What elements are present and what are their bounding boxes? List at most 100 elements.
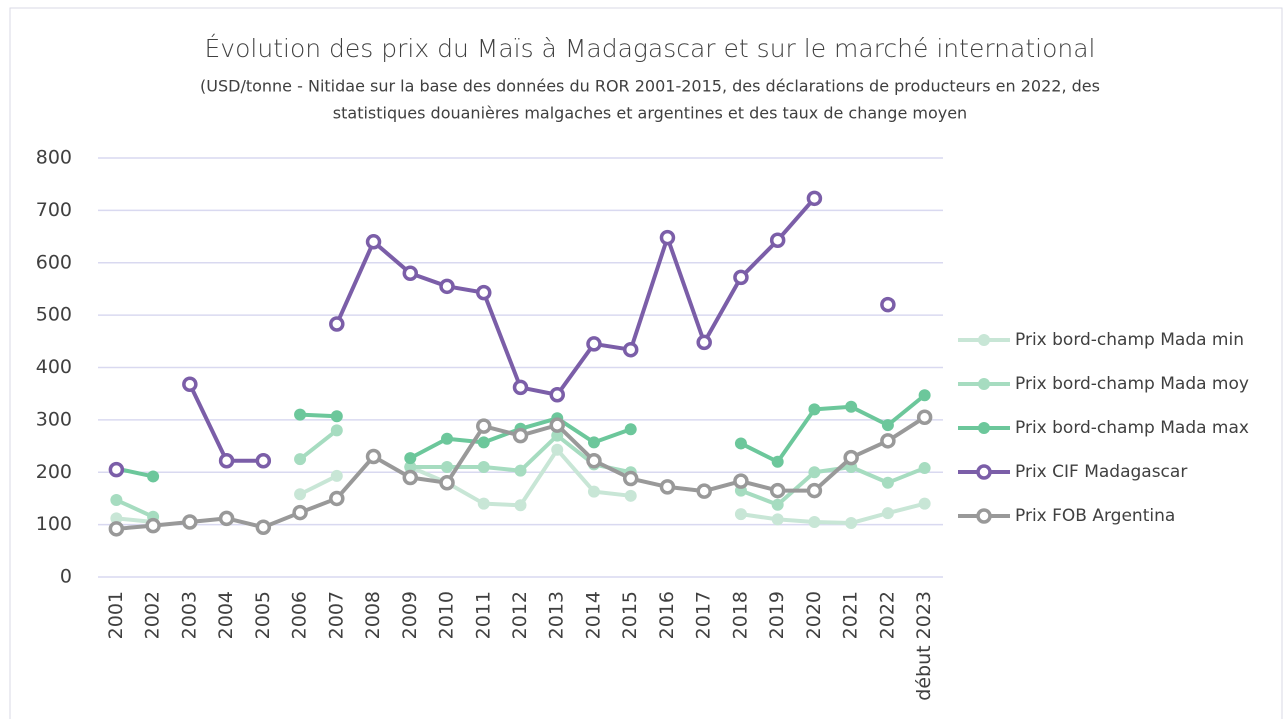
point (551, 429, 564, 442)
point (659, 229, 676, 246)
point (145, 517, 161, 534)
series-line (188, 383, 264, 463)
point (476, 418, 492, 434)
point (918, 389, 931, 402)
point (182, 514, 198, 530)
x-tick-label: 2008 (362, 591, 384, 639)
legend-marker (976, 508, 992, 524)
point (441, 432, 454, 445)
x-tick-label: 2016 (656, 591, 678, 639)
x-tick-label: 2017 (693, 591, 715, 639)
legend-label: Prix FOB Argentina (1015, 506, 1175, 526)
point (441, 461, 454, 474)
point (147, 470, 160, 483)
x-tick-label: 2002 (142, 591, 164, 639)
y-tick-label: 200 (36, 461, 72, 483)
x-tick-label: 2013 (546, 591, 568, 639)
y-tick-label: 400 (36, 356, 72, 378)
point (512, 379, 529, 396)
point (108, 461, 125, 478)
point (769, 482, 786, 499)
point (182, 376, 198, 393)
chart-subtitle: statistiques douanières malgaches et arg… (333, 104, 967, 123)
point (551, 443, 564, 456)
y-tick-label: 700 (36, 199, 72, 221)
x-tick-label: 2003 (178, 591, 200, 639)
point (404, 452, 417, 465)
point (365, 234, 382, 250)
x-tick-label: 2007 (325, 591, 347, 639)
point (806, 482, 823, 499)
point (808, 466, 821, 479)
point (477, 436, 490, 449)
x-tick-label: 2018 (729, 591, 751, 639)
point (587, 436, 600, 449)
point (294, 488, 307, 501)
point (330, 424, 343, 437)
x-tick-label: 2006 (289, 591, 311, 639)
point (110, 494, 123, 507)
point (439, 474, 455, 491)
point (881, 419, 894, 432)
point (587, 485, 600, 498)
legend-label: Prix bord-champ Mada min (1015, 330, 1244, 350)
x-tick-label: 2022 (876, 591, 898, 639)
point (845, 400, 858, 413)
point (292, 504, 308, 521)
point (624, 489, 637, 502)
point (514, 499, 527, 512)
point (881, 507, 894, 520)
point (477, 461, 490, 474)
x-tick-label: 2001 (105, 591, 127, 639)
point (734, 508, 747, 521)
point (110, 512, 123, 525)
point (734, 437, 747, 450)
y-tick-label: 300 (36, 408, 72, 430)
legend-label: Prix bord-champ Mada max (1015, 418, 1249, 438)
point (733, 269, 749, 286)
y-tick-label: 100 (36, 513, 72, 535)
y-tick-label: 800 (36, 147, 72, 169)
legend-label: Prix bord-champ Mada moy (1015, 374, 1249, 394)
legend-label: Prix CIF Madagascar (1015, 462, 1187, 482)
point (218, 510, 235, 527)
point (622, 470, 639, 487)
series-line (740, 465, 926, 507)
point (880, 296, 896, 313)
point (881, 476, 894, 489)
x-tick-label: 2004 (215, 591, 237, 639)
series-line (299, 474, 338, 497)
legend-marker (976, 464, 992, 480)
chart-subtitle: (USD/tonne - Nitidae sur la base des don… (200, 77, 1100, 96)
point (512, 427, 529, 444)
y-tick-label: 0 (60, 566, 72, 588)
x-tick-label: 2020 (803, 591, 825, 639)
legend-marker (978, 378, 990, 390)
point (808, 516, 821, 529)
point (477, 497, 490, 510)
series-line (299, 412, 337, 419)
series-line (334, 197, 816, 397)
x-tick-label: 2014 (582, 591, 604, 639)
point (845, 517, 858, 530)
point (696, 483, 712, 499)
point (769, 232, 786, 248)
point (806, 190, 823, 207)
point (255, 452, 272, 469)
y-tick-label: 500 (36, 304, 72, 326)
series-line (115, 498, 154, 519)
x-tick-label: 2010 (436, 591, 458, 639)
series-line (740, 393, 926, 464)
x-tick-label: 2015 (619, 591, 641, 639)
point (771, 498, 784, 511)
point (696, 334, 712, 351)
point (108, 521, 125, 537)
point (586, 336, 602, 352)
point (439, 278, 455, 295)
point (918, 462, 931, 475)
x-tick-label: 2005 (252, 591, 274, 639)
chart-title: Évolution des prix du Maïs à Madagascar … (205, 34, 1096, 63)
point (404, 461, 417, 474)
point (330, 410, 343, 423)
point (771, 513, 784, 526)
